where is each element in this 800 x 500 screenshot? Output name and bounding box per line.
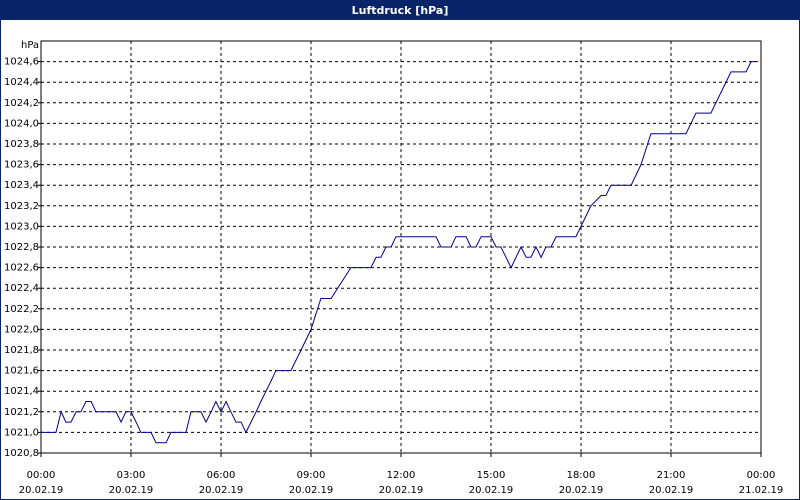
x-tick-date: 20.02.19 <box>199 485 244 496</box>
y-tick-label: 1024,2 <box>4 98 39 109</box>
x-tick-date: 20.02.19 <box>109 485 154 496</box>
x-tick-date: 20.02.19 <box>19 485 64 496</box>
x-tick-date: 20.02.19 <box>289 485 334 496</box>
x-tick-label: 15:00 <box>477 470 506 481</box>
x-tick-label: 09:00 <box>297 470 326 481</box>
y-tick-label: 1024,0 <box>4 118 39 129</box>
y-tick-label: 1021,2 <box>4 407 39 418</box>
title-bar: Luftdruck [hPa] <box>1 1 799 20</box>
x-tick-date: 21.02.19 <box>739 485 784 496</box>
x-tick-label: 00:00 <box>747 470 776 481</box>
y-tick-label: 1023,6 <box>4 160 39 171</box>
x-tick-label: 06:00 <box>207 470 236 481</box>
x-tick-date: 20.02.19 <box>649 485 694 496</box>
y-tick-label: 1024,6 <box>4 57 39 68</box>
x-tick-label: 03:00 <box>117 470 146 481</box>
x-tick-label: 12:00 <box>387 470 416 481</box>
y-tick-label: 1021,0 <box>4 427 39 438</box>
y-unit: hPa <box>21 40 39 51</box>
x-tick-label: 18:00 <box>567 470 596 481</box>
x-tick-date: 20.02.19 <box>379 485 424 496</box>
y-tick-label: 1024,4 <box>4 77 39 88</box>
y-tick-label: 1022,4 <box>4 283 39 294</box>
x-tick-date: 20.02.19 <box>469 485 514 496</box>
y-tick-label: 1022,6 <box>4 263 39 274</box>
y-tick-label: 1022,2 <box>4 304 39 315</box>
y-tick-label: 1021,6 <box>4 366 39 377</box>
x-tick-date: 20.02.19 <box>559 485 604 496</box>
data-line <box>41 61 756 444</box>
y-tick-label: 1020,8 <box>4 448 39 459</box>
y-tick-label: 1021,8 <box>4 345 39 356</box>
y-tick-label: 1021,4 <box>4 386 39 397</box>
x-tick-label: 21:00 <box>657 470 686 481</box>
y-tick-label: 1022,0 <box>4 324 39 335</box>
y-tick-label: 1023,2 <box>4 201 39 212</box>
y-tick-label: 1023,4 <box>4 180 39 191</box>
y-tick-label: 1022,8 <box>4 242 39 253</box>
x-tick-label: 00:00 <box>27 470 56 481</box>
y-tick-label: 1023,8 <box>4 139 39 150</box>
y-tick-label: 1023,0 <box>4 221 39 232</box>
